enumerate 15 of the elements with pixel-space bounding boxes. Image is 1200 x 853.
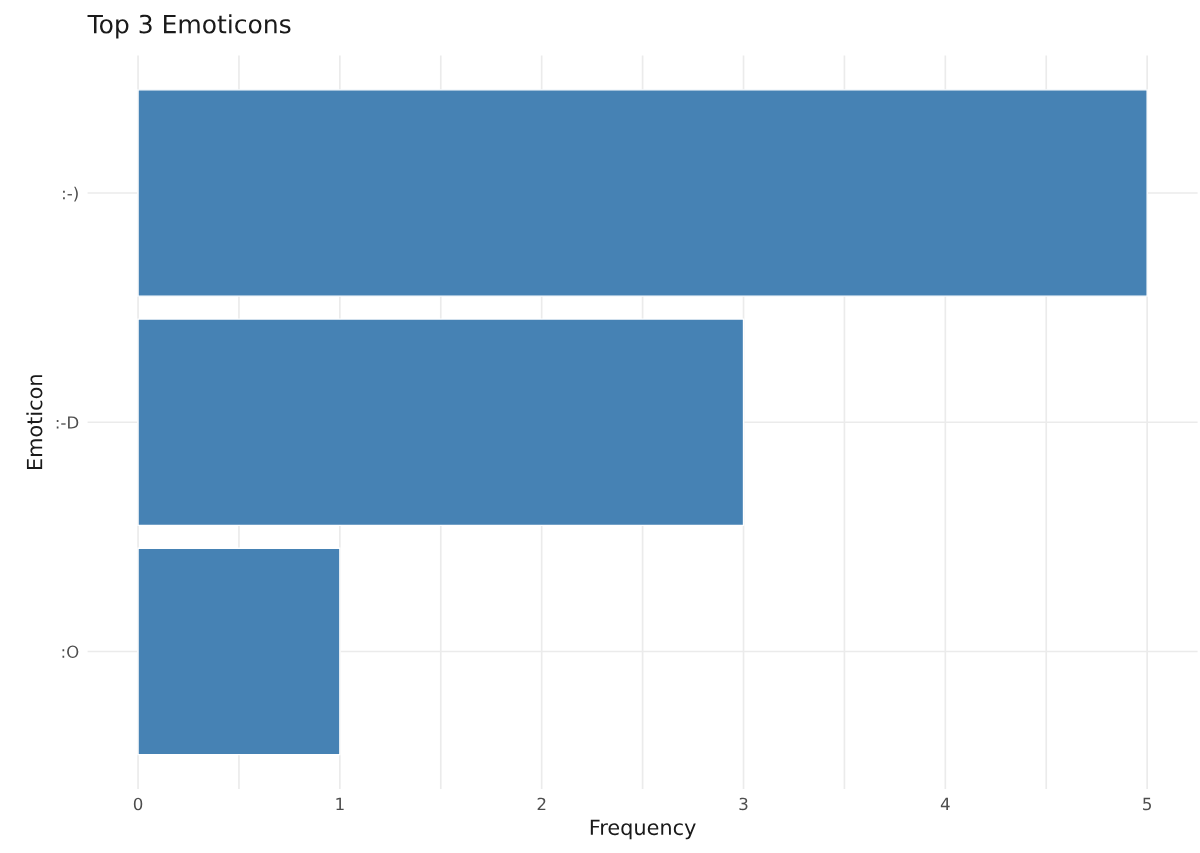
- y-axis-title: Emoticon: [26, 375, 43, 469]
- x-axis-title: Frequency: [590, 819, 696, 840]
- bar: [137, 89, 1148, 297]
- chart-title: Top 3 Emoticons: [87, 14, 291, 39]
- x-tick-label: 3: [739, 797, 748, 811]
- x-tick-label: 5: [1143, 797, 1151, 811]
- y-tick-label: :-D: [56, 416, 79, 429]
- bar: [137, 547, 341, 756]
- x-tick-label: 0: [133, 797, 143, 811]
- x-tick-label: 2: [537, 797, 546, 811]
- y-tick-label: :-): [63, 186, 78, 202]
- x-tick-label: 4: [940, 797, 950, 811]
- x-tick-label: 1: [336, 797, 344, 811]
- y-tick-label: :O: [62, 645, 79, 659]
- bar: [137, 318, 745, 527]
